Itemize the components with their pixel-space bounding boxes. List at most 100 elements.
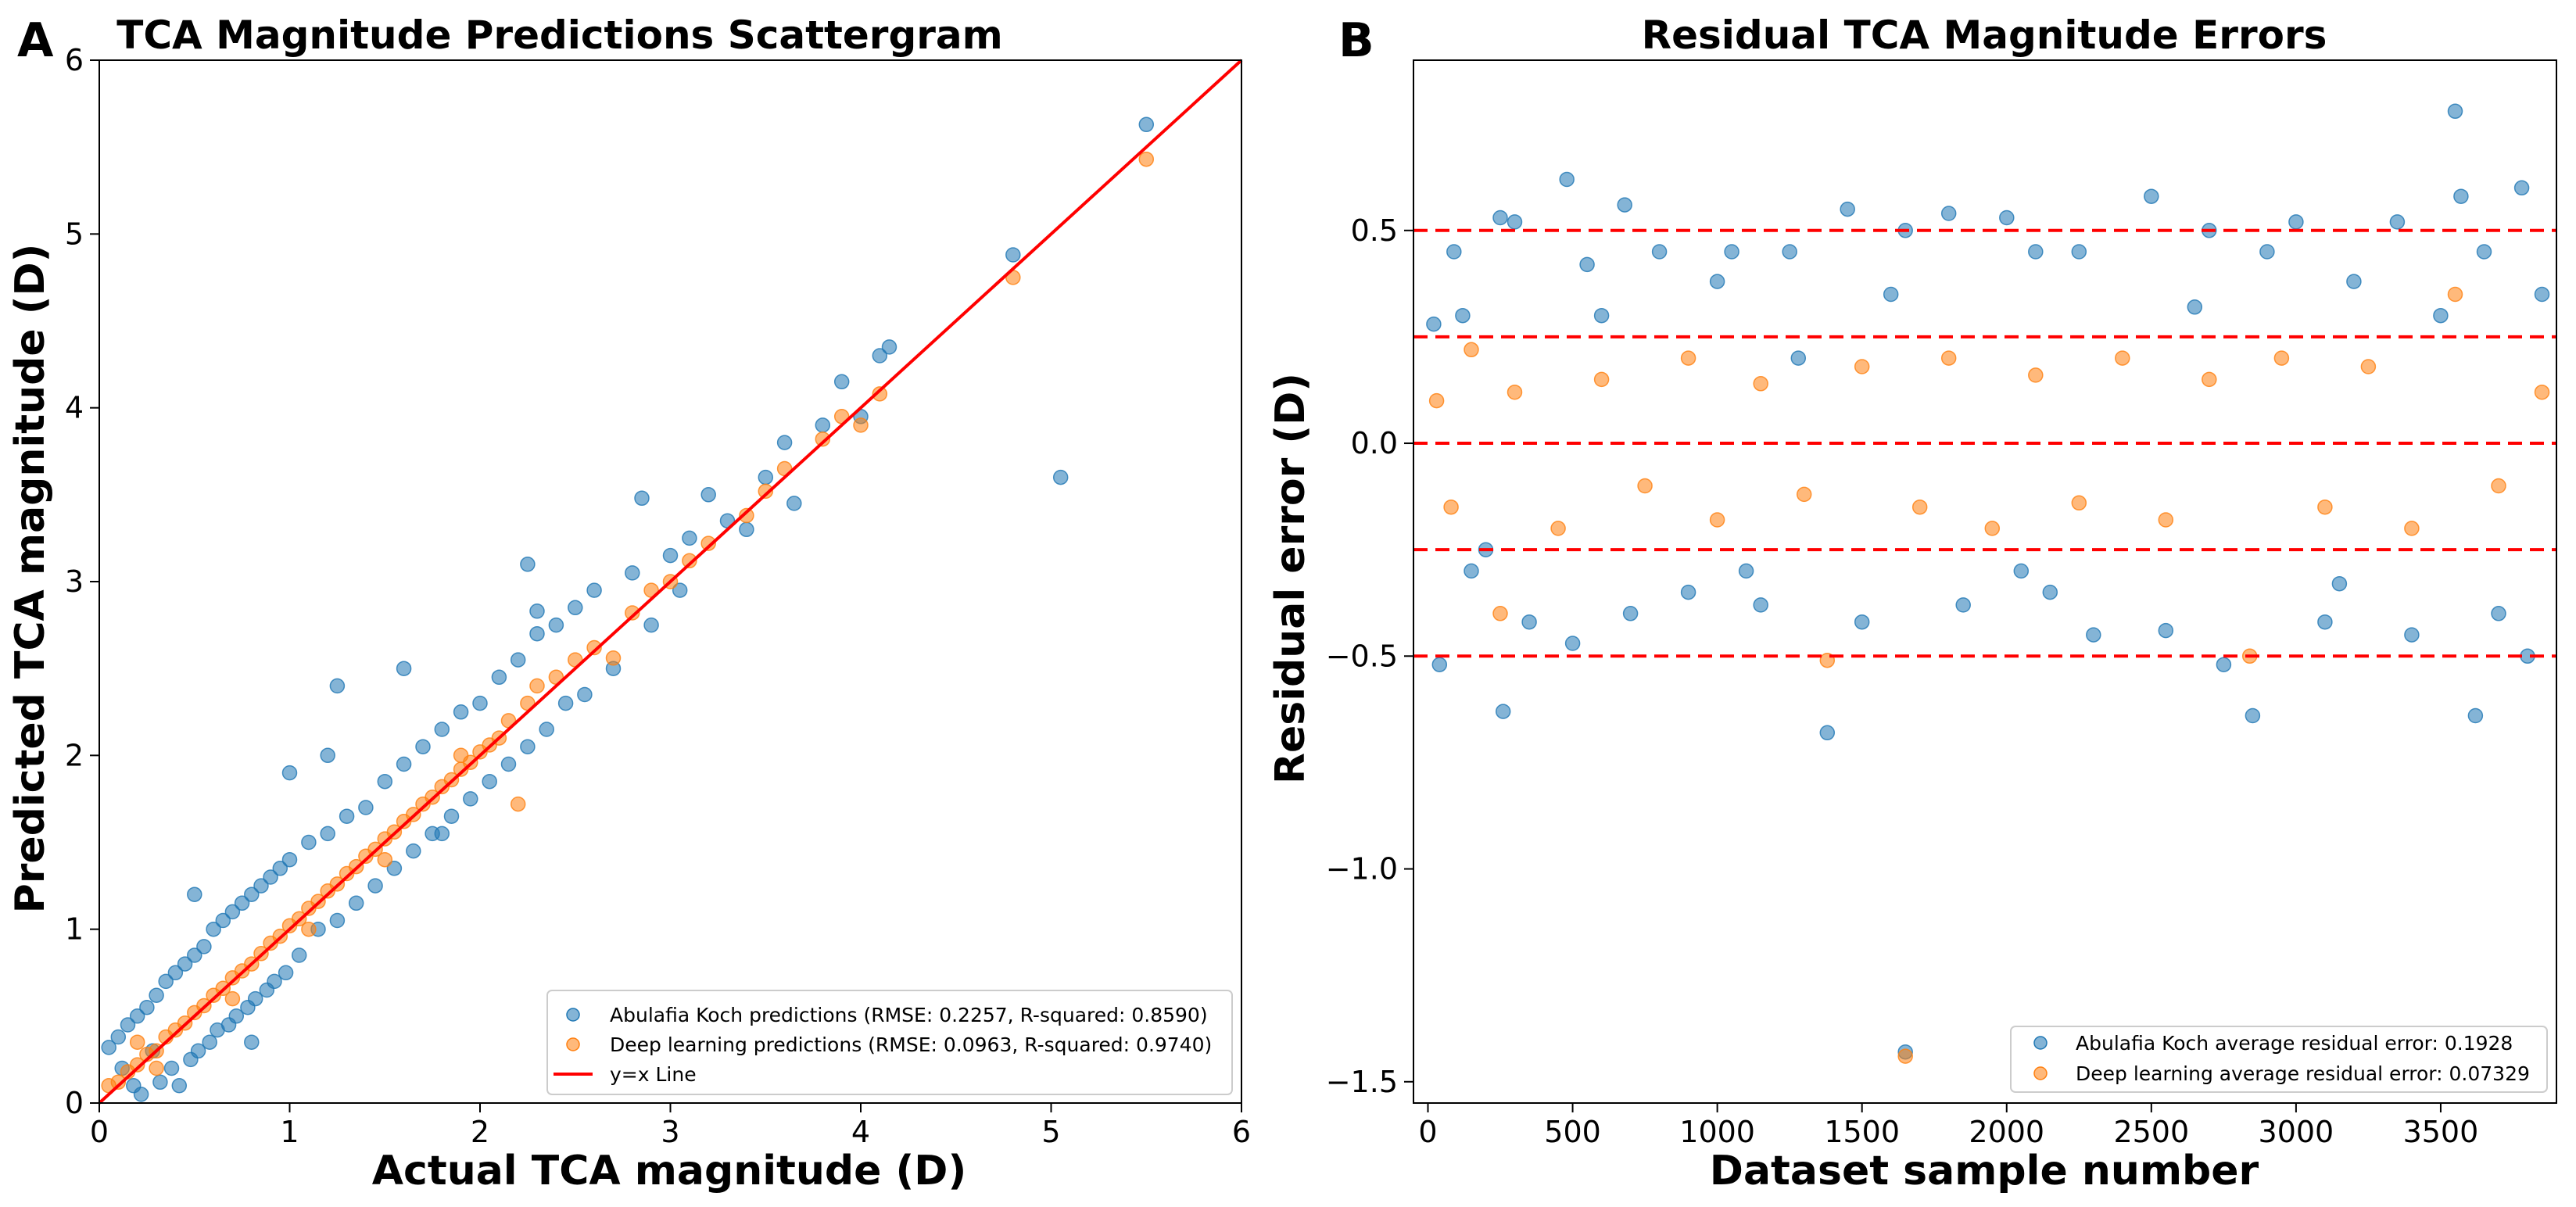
abulafia-koch-point (202, 1034, 217, 1050)
deep-learning-point (377, 851, 393, 868)
abulafia-koch-point (278, 965, 294, 981)
abulafia-koch-point (463, 791, 478, 807)
chart-a-x-tick-label: 1 (280, 1115, 299, 1149)
abulafia-koch-residual-point (1593, 307, 1610, 324)
abulafia-koch-residual-point (1651, 244, 1668, 260)
deep-learning-residual-point (1984, 521, 2001, 536)
abulafia-koch-residual-point (2245, 707, 2261, 724)
abulafia-koch-point (281, 851, 298, 868)
deep-learning-residual-point (1507, 384, 1523, 400)
chart-b-series-deep-learning (1428, 286, 2550, 1064)
abulafia-koch-residual-point (2534, 286, 2550, 303)
chart-b-y-tick-label: −0.5 (1326, 639, 1398, 673)
abulafia-koch-residual-point (1507, 214, 1523, 230)
abulafia-koch-point (776, 435, 793, 450)
abulafia-koch-residual-point (2513, 180, 2530, 196)
abulafia-koch-residual-point (1446, 244, 1462, 260)
chart-b-x-tick-label: 2000 (1969, 1115, 2044, 1149)
chart-a-y-tick-label: 4 (65, 391, 84, 425)
deep-learning-point (301, 921, 317, 937)
chart-a-x-tick-label: 2 (471, 1115, 489, 1149)
abulafia-koch-point (253, 878, 269, 894)
chart-a-x-tick-label: 5 (1041, 1115, 1060, 1149)
abulafia-koch-point (833, 374, 850, 390)
chart-b-plot-area (1413, 60, 2556, 1103)
abulafia-koch-point (682, 530, 697, 546)
abulafia-koch-residual-point (1559, 171, 1575, 188)
deep-learning-residual-point (1428, 392, 1445, 409)
abulafia-koch-point (267, 973, 282, 990)
deep-learning-residual-point (2158, 512, 2174, 528)
abulafia-koch-point (228, 1008, 245, 1024)
abulafia-koch-point (548, 617, 564, 633)
abulafia-koch-point (120, 1017, 136, 1033)
abulafia-koch-point (367, 878, 383, 894)
abulafia-koch-point (152, 1074, 168, 1091)
abulafia-koch-point (149, 987, 164, 1003)
abulafia-koch-point (1005, 247, 1021, 263)
chart-b-reference-lines (1413, 228, 2556, 658)
abulafia-koch-residual-point (1790, 350, 1807, 366)
abulafia-koch-residual-point (1709, 274, 1725, 289)
abulafia-koch-residual-point (1426, 316, 1442, 332)
abulafia-koch-point (557, 695, 574, 711)
abulafia-koch-residual-point (1495, 704, 1511, 719)
legend-label-deep-learning-residual: Deep learning average residual error: 0.… (2076, 1062, 2530, 1085)
chart-b-x-tick-label: 3000 (2259, 1115, 2334, 1149)
abulafia-koch-point (329, 678, 346, 694)
legend-marker-deep-learning (566, 1037, 580, 1051)
abulafia-koch-residual-point (2158, 622, 2174, 639)
deep-learning-residual-point (1550, 521, 1566, 536)
deep-learning-residual-point (1709, 512, 1725, 528)
abulafia-koch-point (196, 939, 212, 954)
legend-marker-abulafia-koch (566, 1008, 580, 1022)
abulafia-koch-point (234, 895, 250, 912)
abulafia-koch-point (758, 469, 774, 485)
abulafia-koch-residual-point (2259, 244, 2275, 260)
abulafia-koch-residual-point (2433, 307, 2449, 324)
abulafia-koch-residual-point (1999, 210, 2015, 226)
abulafia-koch-point (434, 826, 450, 842)
abulafia-koch-point (815, 417, 831, 433)
abulafia-koch-point (872, 348, 888, 364)
chart-a-series-abulafia-koch (101, 116, 1155, 1102)
abulafia-koch-point (643, 617, 659, 633)
abulafia-koch-point (568, 600, 583, 616)
chart-b-x-axis-label: Dataset sample number (1710, 1148, 2259, 1194)
deep-learning-residual-point (2404, 521, 2420, 536)
abulafia-koch-residual-point (1854, 614, 1870, 630)
deep-learning-residual-point (2491, 478, 2506, 494)
deep-learning-point (758, 483, 774, 500)
deep-learning-point (586, 639, 602, 656)
abulafia-koch-point (281, 765, 298, 781)
deep-learning-residual-point (2115, 350, 2130, 366)
deep-learning-point (1138, 151, 1155, 167)
deep-learning-residual-point (2028, 367, 2044, 383)
chart-b-x-tick-label: 1000 (1679, 1115, 1755, 1149)
abulafia-koch-residual-point (1622, 606, 1639, 621)
chart-b-legend: Abulafia Koch average residual error: 0.… (2010, 1026, 2548, 1093)
abulafia-koch-residual-point (1564, 636, 1581, 651)
abulafia-koch-residual-point (2288, 214, 2304, 230)
chart-a-y-tick-label: 1 (65, 912, 84, 947)
deep-learning-residual-point (2317, 499, 2333, 515)
abulafia-koch-residual-point (2317, 614, 2333, 630)
chart-a-frame (99, 59, 1242, 1104)
abulafia-koch-point (672, 582, 688, 598)
chart-b-x-tick-label: 0 (1418, 1115, 1437, 1149)
abulafia-koch-point (320, 826, 335, 842)
abulafia-koch-point (171, 1078, 188, 1094)
abulafia-koch-point (434, 722, 450, 737)
legend-marker-abulafia-koch-residual (2033, 1036, 2048, 1050)
abulafia-koch-point (453, 704, 469, 720)
abulafia-koch-point (491, 669, 507, 686)
abulafia-koch-point (206, 921, 221, 937)
abulafia-koch-residual-point (1464, 563, 1479, 579)
chart-a-y-tick-label: 0 (65, 1086, 84, 1120)
chart-a-y-ticks: 0 1 2 3 4 5 6 (65, 43, 99, 1120)
chart-a-y-tick-label: 3 (65, 564, 84, 599)
abulafia-koch-point (358, 800, 374, 815)
abulafia-koch-residual-point (2447, 103, 2463, 120)
abulafia-koch-point (167, 965, 184, 981)
abulafia-koch-residual-point (1753, 597, 1768, 613)
